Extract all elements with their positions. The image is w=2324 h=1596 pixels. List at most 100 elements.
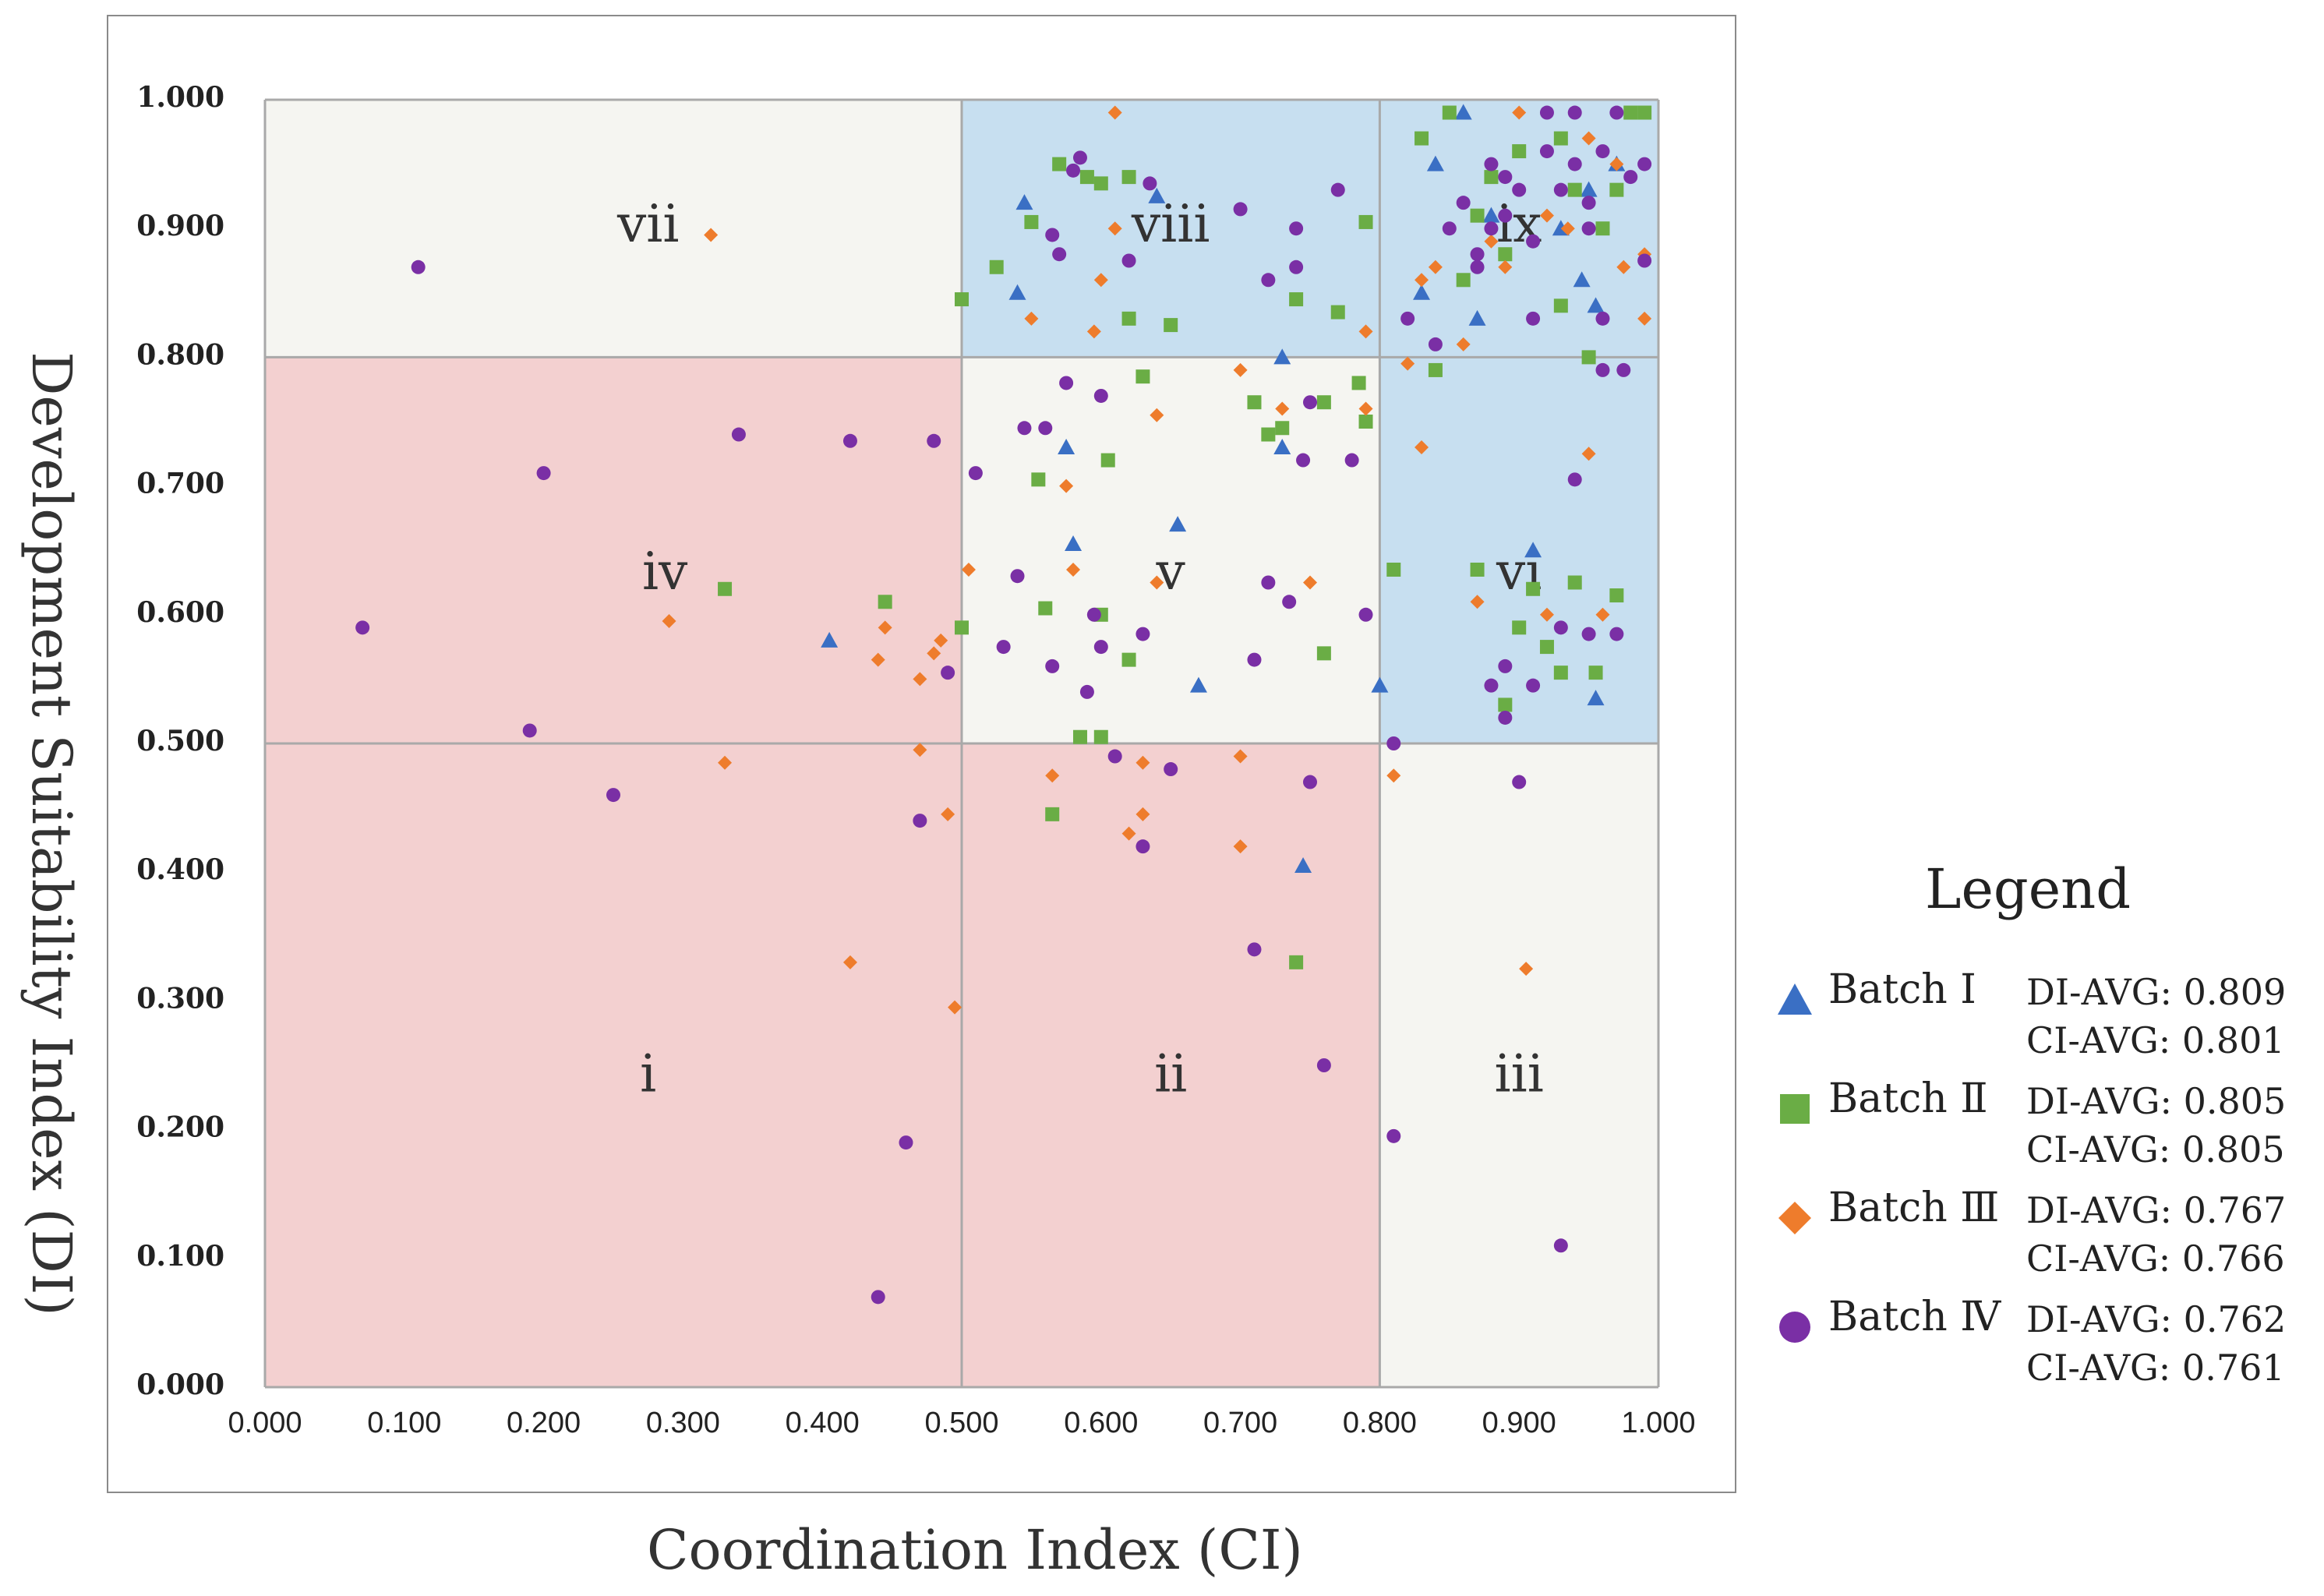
point-circle — [871, 1290, 885, 1305]
point-circle — [996, 640, 1011, 655]
point-square — [1072, 729, 1087, 744]
point-diamond — [1415, 440, 1429, 455]
x-tick-label: 0.400 — [786, 1407, 860, 1439]
point-diamond — [1512, 105, 1527, 120]
legend-ci-avg: CI-AVG: 0.801 — [2026, 1019, 2285, 1061]
point-circle — [1247, 652, 1262, 667]
regions-layer — [265, 100, 1658, 1387]
point-square — [1024, 214, 1039, 229]
region-label: i — [640, 1044, 656, 1104]
point-triangle — [1273, 348, 1291, 365]
point-square — [878, 595, 892, 609]
diamond-marker-icon — [1778, 1202, 1811, 1234]
point-circle — [1289, 260, 1304, 274]
y-tick-label: 0.700 — [136, 468, 224, 500]
point-square — [1052, 157, 1067, 171]
point-circle — [1498, 208, 1513, 223]
x-tick-label: 0.300 — [646, 1407, 720, 1439]
point-circle — [1539, 105, 1554, 120]
x-tick-label: 0.800 — [1343, 1407, 1417, 1439]
point-square — [989, 260, 1004, 274]
point-diamond — [1150, 408, 1164, 422]
legend-ci-avg: CI-AVG: 0.766 — [2026, 1238, 2285, 1280]
point-circle — [1637, 157, 1652, 171]
point-diamond — [1107, 221, 1122, 236]
point-square — [1581, 350, 1596, 365]
point-circle — [1498, 659, 1513, 673]
point-square — [1595, 221, 1610, 236]
point-square — [955, 620, 969, 635]
point-circle — [1330, 182, 1345, 197]
point-triangle — [1524, 542, 1542, 558]
legend-title: Legend — [1925, 857, 2132, 921]
legend-item-batch-3: Batch Ⅲ DI-AVG: 0.767 CI-AVG: 0.766 — [1769, 1185, 2315, 1294]
point-circle — [1358, 607, 1373, 622]
point-circle — [1484, 678, 1499, 693]
point-diamond — [948, 1000, 962, 1015]
region-label: v — [1156, 542, 1186, 602]
point-square — [1456, 273, 1471, 288]
point-square — [1553, 131, 1568, 146]
point-circle — [842, 433, 857, 448]
y-tick-label: 0.900 — [136, 210, 224, 242]
point-triangle — [1058, 439, 1075, 455]
point-circle — [1512, 775, 1527, 789]
triangle-marker-icon — [1778, 983, 1812, 1015]
point-square — [1470, 208, 1485, 223]
point-square — [1316, 395, 1331, 410]
point-diamond — [1107, 105, 1122, 120]
point-circle — [1344, 453, 1359, 468]
point-circle — [355, 620, 370, 635]
point-square — [1136, 369, 1150, 384]
point-circle — [1233, 202, 1248, 217]
point-diamond — [1059, 478, 1074, 493]
point-diamond — [1415, 273, 1429, 288]
point-diamond — [1358, 324, 1373, 339]
point-triangle — [1573, 271, 1591, 288]
point-diamond — [1121, 826, 1136, 841]
point-square — [1289, 955, 1304, 969]
point-diamond — [1136, 807, 1150, 821]
region-label: vii — [616, 194, 680, 254]
point-diamond — [961, 562, 976, 577]
point-circle — [1623, 170, 1638, 185]
point-square — [1100, 453, 1115, 468]
y-tick-label: 0.300 — [136, 982, 224, 1015]
point-square — [1330, 305, 1345, 320]
point-circle — [1526, 678, 1541, 693]
point-circle — [1261, 273, 1276, 288]
point-circle — [536, 466, 551, 481]
legend-item-batch-1: Batch Ⅰ DI-AVG: 0.809 CI-AVG: 0.801 — [1769, 966, 2315, 1075]
point-diamond — [1637, 311, 1652, 326]
point-square — [1512, 144, 1527, 159]
point-circle — [1107, 749, 1122, 764]
point-triangle — [1169, 516, 1187, 532]
point-square — [1415, 131, 1429, 146]
point-diamond — [1400, 356, 1415, 371]
point-triangle — [1413, 284, 1431, 300]
point-triangle — [1015, 194, 1033, 210]
point-diamond — [704, 228, 719, 242]
point-diamond — [1428, 260, 1443, 274]
point-square — [1623, 105, 1638, 120]
point-circle — [1316, 1058, 1331, 1072]
y-tick-label: 0.000 — [136, 1368, 224, 1401]
point-circle — [1136, 627, 1150, 641]
point-diamond — [1609, 157, 1624, 171]
point-triangle — [1587, 297, 1605, 313]
point-square — [1539, 640, 1554, 655]
x-tick-label: 0.000 — [228, 1407, 302, 1439]
point-diamond — [1066, 562, 1081, 577]
points-layer — [355, 104, 1652, 1305]
point-circle — [1136, 839, 1150, 854]
point-circle — [1428, 337, 1443, 351]
point-square — [1045, 807, 1060, 821]
point-diamond — [718, 755, 733, 770]
point-diamond — [878, 620, 892, 635]
point-circle — [1247, 942, 1262, 957]
point-circle — [606, 788, 620, 803]
point-triangle — [821, 631, 839, 648]
point-circle — [1045, 659, 1060, 673]
point-circle — [1072, 150, 1087, 165]
